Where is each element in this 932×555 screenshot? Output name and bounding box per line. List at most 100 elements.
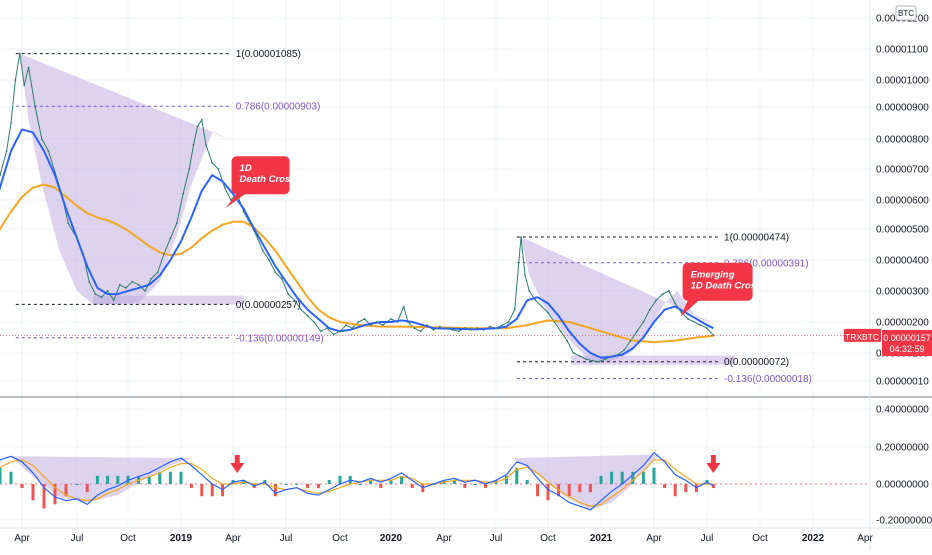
time-tick-label: Jul xyxy=(701,533,714,544)
fib-level-label: 0.786(0.00000391) xyxy=(724,258,809,269)
fib-retracements: 1(0.00001085) 0.786(0.00000903) 0(0.000002… xyxy=(15,49,812,385)
price-point xyxy=(175,222,178,225)
price-point xyxy=(205,144,207,146)
oscillator-pane xyxy=(0,408,870,521)
price-point xyxy=(261,249,264,252)
callout-text: Death Cross xyxy=(240,174,296,185)
osc-histogram-bar xyxy=(53,484,57,505)
price-point xyxy=(137,283,140,286)
time-tick-label: Apr xyxy=(436,533,452,544)
osc-histogram-bar xyxy=(85,484,89,493)
price-point xyxy=(642,321,645,323)
time-tick-label: 2021 xyxy=(590,533,613,544)
oscillator-axis[interactable]: 0.40000000 0.20000000 0.00000000 -0.2000000… xyxy=(876,405,932,527)
callout-box xyxy=(231,156,290,195)
base-box-1 xyxy=(93,295,244,305)
price-point xyxy=(648,308,651,311)
currency-badge[interactable]: BTC xyxy=(895,5,917,21)
osc-histogram-bar xyxy=(179,471,183,484)
down-arrow-icon xyxy=(230,455,245,473)
fib-level-label: 0(0.00000257) xyxy=(236,300,301,311)
price-point xyxy=(192,144,195,146)
price-point xyxy=(118,283,121,286)
osc-histogram-bar xyxy=(210,484,214,497)
price-point xyxy=(268,259,270,261)
osc-histogram-bar xyxy=(452,479,456,484)
price-tick-label: 0.00000200 xyxy=(876,318,929,329)
price-point xyxy=(230,199,232,201)
price-point xyxy=(617,353,619,356)
time-tick-label: Apr xyxy=(857,533,873,544)
fib-level-label: 1(0.00000474) xyxy=(724,233,789,244)
time-axis[interactable]: Apr Jul Oct 2019 Apr Jul Oct 2020 Apr Jul Oct 2021 A… xyxy=(0,527,932,544)
osc-histogram-bar xyxy=(338,475,342,484)
price-point xyxy=(223,186,226,189)
osc-tick-label: -0.20000000 xyxy=(876,516,932,527)
time-tick-label: Oct xyxy=(540,533,556,544)
price-point xyxy=(34,106,37,108)
currency-badge-label: BTC xyxy=(898,9,914,18)
price-point xyxy=(274,271,277,274)
osc-histogram-bar xyxy=(75,484,79,485)
callout-text: 1D xyxy=(240,163,252,174)
price-point xyxy=(150,277,153,280)
osc-histogram-bar xyxy=(189,484,193,489)
main-grid xyxy=(0,0,870,528)
price-point xyxy=(528,290,531,292)
price-point xyxy=(426,324,428,326)
last-price-label: 0.00000157 xyxy=(883,333,931,343)
price-tick-label: 0.00000900 xyxy=(876,103,929,114)
price-point xyxy=(200,118,203,121)
price-point xyxy=(182,192,185,195)
moving-average-fast[interactable] xyxy=(0,128,714,359)
osc-histogram-bar xyxy=(284,484,288,485)
price-point xyxy=(345,324,347,326)
time-tick-label: Apr xyxy=(646,533,662,544)
osc-histogram-bar xyxy=(295,484,299,485)
price-point xyxy=(23,84,26,87)
price-point xyxy=(375,321,378,323)
osc-histogram-bar xyxy=(316,484,320,489)
price-point xyxy=(540,305,543,308)
osc-signal-line[interactable] xyxy=(0,459,714,507)
symbol-tag-label: TRXBTC xyxy=(845,332,879,342)
price-point xyxy=(463,327,466,330)
osc-histogram-bar xyxy=(9,471,13,484)
osc-histogram-bar xyxy=(20,484,24,489)
price-point xyxy=(125,287,127,289)
osc-histogram-bar xyxy=(369,479,373,484)
price-point xyxy=(100,296,103,299)
price-point xyxy=(18,52,21,55)
time-tick-label: Apr xyxy=(225,533,241,544)
osc-fast-line[interactable] xyxy=(0,451,714,511)
price-series-layer xyxy=(0,52,870,363)
price-point xyxy=(470,328,472,331)
price-point xyxy=(598,360,600,363)
price-axis[interactable]: 0.000012000.000011000.000010000.00000900… xyxy=(869,0,929,550)
price-point xyxy=(196,125,199,128)
time-tick-label: 2019 xyxy=(170,533,193,544)
price-point xyxy=(655,299,657,302)
price-point xyxy=(188,168,191,170)
osc-histogram-bar xyxy=(631,471,635,484)
osc-histogram-bar xyxy=(0,467,2,484)
time-tick-label: Jul xyxy=(280,533,293,544)
time-tick-label: Apr xyxy=(14,533,30,544)
price-point xyxy=(396,321,399,323)
price-point xyxy=(332,333,335,336)
osc-shape-2 xyxy=(512,454,661,510)
time-tick-label: Jul xyxy=(71,533,84,544)
fib-level-label: 0(0.00000072) xyxy=(724,357,789,368)
price-series[interactable] xyxy=(0,53,714,363)
price-point xyxy=(0,174,1,177)
price-point xyxy=(566,339,568,342)
osc-histogram-bar xyxy=(95,475,99,484)
osc-histogram-bar xyxy=(567,484,571,497)
osc-histogram-bar xyxy=(588,484,592,493)
price-point xyxy=(661,293,664,295)
price-point xyxy=(559,330,562,333)
